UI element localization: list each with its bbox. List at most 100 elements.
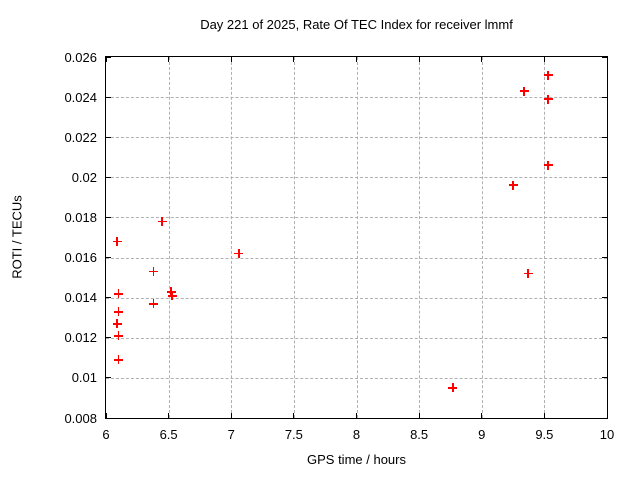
marker-vertical-stroke (170, 287, 173, 297)
data-point-marker (149, 299, 159, 309)
gridline-horizontal (106, 217, 607, 219)
data-point-marker (523, 269, 533, 279)
marker-vertical-stroke (117, 307, 120, 317)
gridline-horizontal (106, 377, 607, 379)
data-point-marker (543, 160, 553, 170)
y-tick-label: 0.01 (71, 370, 97, 386)
gridline-horizontal (106, 177, 607, 179)
data-point-marker (543, 70, 553, 80)
y-tick-mark (602, 337, 607, 339)
x-tick-mark (105, 57, 107, 62)
data-point-marker (149, 267, 159, 277)
data-point-marker (114, 307, 124, 317)
marker-vertical-stroke (512, 180, 514, 190)
gridline-vertical (293, 57, 295, 418)
data-point-marker (167, 291, 177, 301)
data-point-marker (543, 94, 553, 104)
x-tick-label: 8.5 (410, 427, 429, 442)
gridline-horizontal (106, 97, 607, 99)
y-tick-mark (106, 377, 111, 379)
marker-vertical-stroke (527, 269, 529, 279)
marker-vertical-stroke (237, 249, 240, 259)
chart-title: Day 221 of 2025, Rate Of TEC Index for r… (200, 17, 513, 32)
x-tick-label: 9.5 (535, 427, 554, 442)
x-tick-mark (356, 57, 357, 62)
y-tick-label: 0.016 (64, 250, 97, 266)
x-tick-mark (293, 413, 295, 418)
y-axis-label: ROTI / TECUs (9, 195, 25, 279)
y-tick-mark (602, 216, 607, 218)
y-tick-mark (106, 216, 111, 218)
x-tick-mark (606, 413, 608, 418)
y-tick-mark (602, 176, 607, 178)
gridline-horizontal (106, 337, 607, 339)
y-tick-mark (106, 337, 111, 339)
y-tick-mark (106, 176, 111, 178)
y-tick-label: 0.022 (64, 129, 97, 145)
y-tick-mark (602, 297, 607, 299)
y-tick-mark (106, 417, 111, 419)
x-tick-mark (230, 413, 232, 418)
y-tick-label: 0.014 (64, 290, 97, 306)
x-tick-mark (230, 57, 232, 62)
y-tick-label: 0.02 (71, 169, 97, 185)
data-point-marker (114, 355, 124, 365)
x-tick-mark (418, 413, 420, 418)
y-tick-label: 0.026 (64, 49, 97, 65)
y-tick-mark (106, 136, 111, 138)
gridline-vertical (419, 57, 421, 418)
data-point-marker (112, 237, 122, 246)
data-point-marker (508, 180, 518, 190)
marker-vertical-stroke (547, 160, 550, 170)
x-tick-mark (543, 57, 545, 62)
data-point-marker (114, 289, 124, 299)
x-tick-mark (481, 57, 483, 62)
x-tick-mark (356, 413, 357, 418)
y-tick-label: 0.024 (64, 89, 97, 105)
x-tick-label: 6.5 (159, 427, 178, 442)
marker-vertical-stroke (171, 291, 174, 301)
gridline-vertical (481, 57, 483, 418)
gridline-vertical (544, 57, 546, 418)
y-tick-mark (106, 96, 111, 98)
x-tick-label: 10 (599, 427, 615, 442)
y-tick-mark (602, 96, 607, 98)
data-point-marker (448, 383, 458, 393)
marker-vertical-stroke (152, 299, 155, 309)
marker-vertical-stroke (452, 383, 454, 393)
y-tick-mark (602, 377, 607, 379)
marker-vertical-stroke (116, 319, 119, 329)
data-point-marker (519, 86, 529, 96)
x-tick-label: 8 (352, 427, 361, 442)
marker-vertical-stroke (161, 216, 164, 226)
y-tick-mark (106, 297, 111, 299)
data-point-marker (166, 287, 176, 297)
data-point-marker (112, 319, 122, 329)
marker-vertical-stroke (117, 289, 120, 299)
x-tick-label: 7 (227, 427, 235, 442)
marker-vertical-stroke (547, 70, 550, 80)
y-tick-label: 0.008 (64, 410, 97, 426)
y-tick-mark (106, 56, 111, 58)
y-tick-mark (602, 136, 607, 138)
x-tick-label: 9 (478, 427, 486, 442)
marker-vertical-stroke (117, 331, 120, 341)
marker-vertical-stroke (116, 237, 119, 246)
y-tick-mark (602, 417, 607, 419)
marker-vertical-stroke (152, 267, 155, 277)
x-tick-label: 6 (102, 427, 110, 442)
marker-vertical-stroke (117, 355, 120, 365)
data-point-marker (114, 331, 124, 341)
gridline-horizontal (106, 297, 607, 299)
y-tick-label: 0.012 (64, 330, 97, 346)
x-tick-mark (481, 413, 483, 418)
y-tick-mark (602, 257, 607, 259)
x-tick-mark (543, 413, 545, 418)
x-tick-mark (168, 57, 170, 62)
x-tick-mark (105, 413, 107, 418)
x-axis-label: GPS time / hours (307, 452, 406, 467)
y-tick-mark (602, 56, 607, 58)
x-tick-mark (606, 57, 608, 62)
gridline-vertical (231, 57, 233, 418)
